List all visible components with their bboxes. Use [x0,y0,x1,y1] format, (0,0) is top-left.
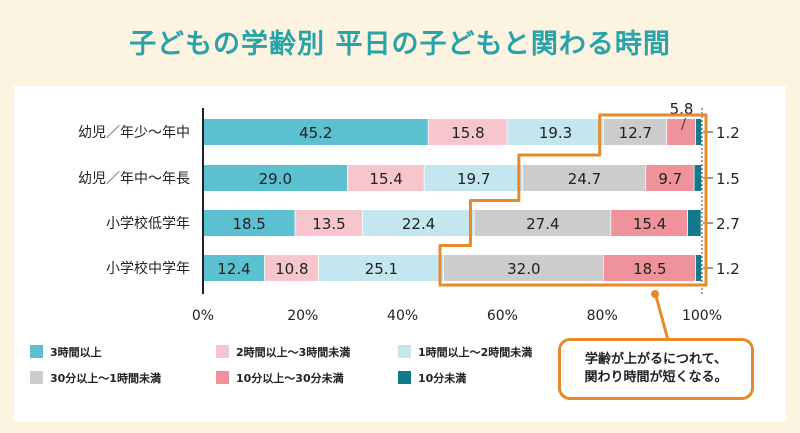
bar-segment [295,210,363,236]
data-label: 27.4 [526,215,559,233]
callout-dot [651,290,659,298]
bar-segment [264,255,319,281]
x-tick-label: 100% [682,308,722,324]
callout-box: 学齢が上がるにつれて、 関わり時間が短くなる。 [558,338,754,400]
bar-segment [203,210,296,236]
bar-segment [424,165,523,191]
bar-segment [696,119,702,145]
callout-pointer [654,295,670,341]
bar-segment [318,255,445,281]
legend-swatch [30,345,43,358]
category-label: 幼児／年少～年中 [78,125,190,141]
legend-swatch [398,345,411,358]
category-label: 小学校低学年 [106,215,190,232]
bar-segment [667,119,697,145]
x-tick-label: 0% [192,308,214,324]
data-label: 15.4 [633,215,666,233]
legend-label: 2時間以上～3時間未満 [236,345,350,359]
legend-label: 10分以上～30分未満 [236,371,344,385]
data-label: 2.7 [716,215,740,233]
data-label: 18.5 [232,215,265,233]
data-label: 19.7 [457,170,490,188]
bar-segment [507,119,604,145]
bar-segment [603,255,697,281]
bar-segment [203,119,429,145]
data-label: 13.5 [312,215,345,233]
data-label: 1.5 [716,170,740,188]
data-label: 19.3 [539,124,572,142]
category-label: 幼児／年中～年長 [78,171,190,187]
bar-segment [696,255,702,281]
x-tick-label: 20% [287,308,318,324]
legend-swatch [216,371,229,384]
legend-swatch [398,371,411,384]
bar-segment [603,119,668,145]
bar-segment [444,255,604,281]
bar-segment [611,210,689,236]
data-label: 18.5 [633,260,666,278]
bar-segment [203,255,265,281]
data-label: 1.2 [716,124,740,142]
data-label: 12.7 [619,124,652,142]
bar-segment [688,210,702,236]
legend-label: 3時間以上 [50,345,102,359]
data-label: 15.4 [369,170,402,188]
data-label: 10.8 [275,260,308,278]
legend-swatch [30,371,43,384]
bar-segment [428,119,508,145]
data-label: 45.2 [299,124,332,142]
data-label: 25.1 [365,260,398,278]
data-label: 15.8 [451,124,484,142]
bar-segment [362,210,475,236]
data-label: 24.7 [568,170,601,188]
legend-label: 30分以上～1時間未満 [50,371,161,385]
bar-segment [694,165,702,191]
data-label: 22.4 [402,215,435,233]
bar-segment [347,165,425,191]
chart-title: 子どもの学齢別 平日の子どもと関わる時間 [129,29,671,60]
bar-segment [203,165,348,191]
highlight-outline [438,113,708,287]
bar-segment [474,210,612,236]
x-tick-label: 80% [587,308,618,324]
category-label: 小学校中学年 [106,260,190,277]
x-tick-label: 40% [387,308,418,324]
data-label: 12.4 [217,260,250,278]
label-leader [681,117,687,131]
data-label: 9.7 [658,170,682,188]
bar-segment [522,165,647,191]
legend-label: 1時間以上～2時間未満 [418,345,532,359]
data-label: 32.0 [507,260,540,278]
data-label: 1.2 [716,260,740,278]
legend-label: 10分未満 [418,371,466,385]
data-label: 29.0 [259,170,292,188]
x-tick-label: 60% [487,308,518,324]
bar-segment [646,165,695,191]
legend-swatch [216,345,229,358]
